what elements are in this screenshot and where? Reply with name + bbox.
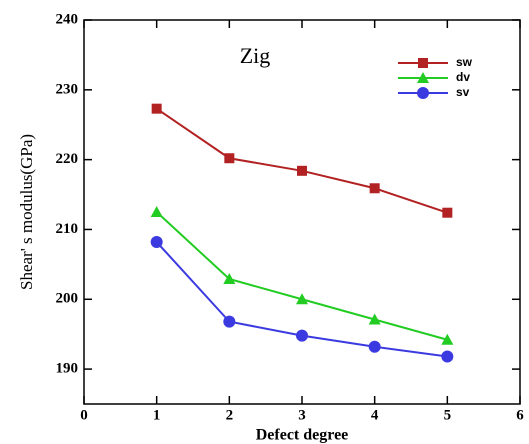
x-tick-label: 5 bbox=[444, 407, 452, 423]
data-point bbox=[441, 350, 454, 363]
data-point bbox=[150, 236, 163, 249]
data-point bbox=[150, 206, 163, 217]
x-tick-label: 6 bbox=[516, 407, 524, 423]
data-point bbox=[368, 313, 381, 325]
legend-marker bbox=[418, 58, 428, 68]
data-point bbox=[441, 333, 454, 345]
data-point bbox=[223, 315, 236, 328]
data-point bbox=[297, 165, 307, 176]
data-point bbox=[223, 273, 236, 285]
x-tick-label: 4 bbox=[371, 407, 379, 423]
y-tick-label: 220 bbox=[56, 151, 79, 167]
x-tick-label: 0 bbox=[80, 407, 88, 423]
legend-label: dv bbox=[456, 70, 470, 84]
data-point bbox=[296, 329, 308, 342]
x-axis-label: Defect degree bbox=[256, 427, 349, 444]
chart-title: Zig bbox=[240, 43, 271, 68]
plot-frame bbox=[83, 19, 521, 405]
legend-marker bbox=[417, 87, 429, 99]
x-tick-label: 2 bbox=[226, 407, 234, 423]
series-line bbox=[156, 107, 448, 214]
y-tick-label: 210 bbox=[56, 221, 79, 237]
y-tick-label: 240 bbox=[56, 11, 79, 27]
legend-label: sv bbox=[456, 85, 470, 99]
legend-label: sw bbox=[456, 55, 473, 69]
y-tick-label: 230 bbox=[56, 81, 79, 97]
data-point bbox=[369, 183, 380, 194]
data-point bbox=[442, 207, 453, 218]
x-tick-label: 3 bbox=[298, 407, 306, 423]
data-point bbox=[368, 340, 381, 353]
legend-marker bbox=[417, 72, 429, 83]
data-point bbox=[151, 103, 162, 114]
series-line bbox=[155, 211, 448, 341]
y-tick-label: 200 bbox=[56, 291, 79, 307]
x-tick-label: 1 bbox=[153, 407, 161, 423]
y-axis-label: Shear' s modulus(GPa) bbox=[17, 134, 36, 290]
data-point bbox=[296, 293, 308, 305]
y-tick-label: 190 bbox=[56, 361, 79, 377]
data-point bbox=[224, 153, 235, 164]
